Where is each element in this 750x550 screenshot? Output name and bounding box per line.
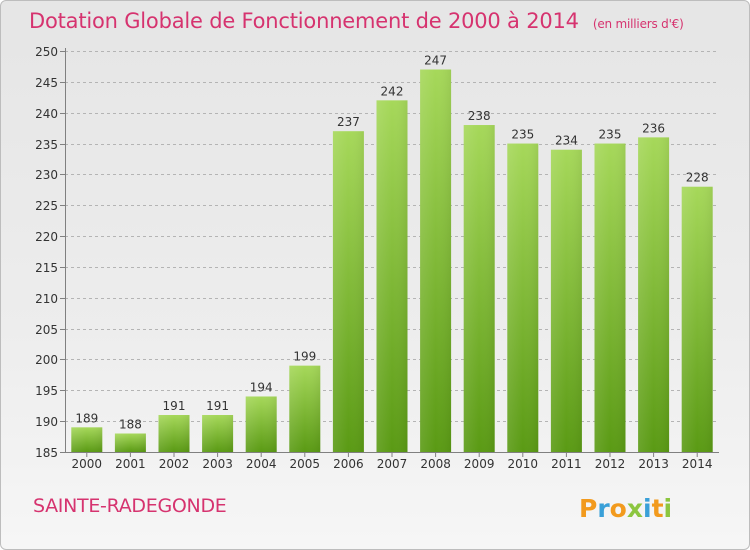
value-label: 235 — [511, 128, 534, 142]
x-tick-label: 2001 — [115, 457, 146, 471]
x-tick-label: 2003 — [202, 457, 233, 471]
y-tick-label: 220 — [35, 230, 58, 244]
x-tick-label: 2000 — [72, 457, 103, 471]
y-tick-label: 250 — [35, 45, 58, 59]
y-tick-label: 205 — [35, 323, 58, 337]
y-tick-label: 235 — [35, 138, 58, 152]
chart-title: Dotation Globale de Fonctionnement de 20… — [29, 9, 684, 33]
y-tick-label: 225 — [35, 199, 58, 213]
bar-shine — [332, 131, 364, 452]
bar-shine — [638, 137, 670, 452]
value-label: 199 — [293, 350, 316, 364]
svg-text:Proxiti: Proxiti — [579, 494, 672, 523]
value-label: 238 — [468, 109, 491, 123]
value-label: 234 — [555, 134, 578, 148]
value-labels: 189 188 191 191 194 199 237 242 247 238 235 234 235 2… — [75, 54, 708, 432]
y-tick-label: 215 — [35, 261, 58, 275]
bar-shine — [463, 125, 495, 453]
value-label: 236 — [642, 121, 665, 135]
x-tick-label: 2004 — [246, 457, 277, 471]
value-label: 191 — [163, 399, 186, 413]
bar-shine — [681, 186, 713, 452]
bar-shine — [420, 69, 452, 452]
value-label: 194 — [250, 380, 273, 394]
x-tick-label: 2008 — [420, 457, 451, 471]
bars — [71, 69, 713, 453]
y-tick-label: 190 — [35, 415, 58, 429]
y-tick-label: 230 — [35, 168, 58, 182]
value-label: 189 — [75, 411, 98, 425]
bar-shine — [71, 427, 103, 452]
value-label: 188 — [119, 417, 142, 431]
x-tick-label: 2009 — [464, 457, 495, 471]
y-tick-label: 240 — [35, 107, 58, 121]
x-tick-label: 2007 — [377, 457, 408, 471]
value-label: 237 — [337, 115, 360, 129]
x-tick-label: 2005 — [290, 457, 321, 471]
x-tick-label: 2014 — [682, 457, 713, 471]
value-label: 247 — [424, 54, 447, 68]
value-label: 235 — [599, 128, 622, 142]
x-tick-label: 2012 — [595, 457, 626, 471]
proxiti-logo: Proxiti — [579, 494, 672, 523]
bar-shine — [289, 365, 321, 452]
x-tick-label: 2013 — [638, 457, 669, 471]
x-tick-label: 2010 — [508, 457, 539, 471]
bar-shine — [507, 143, 539, 453]
x-tick-label: 2002 — [159, 457, 190, 471]
bar-shine — [376, 100, 408, 452]
y-tick-label: 210 — [35, 292, 58, 306]
value-label: 228 — [686, 171, 709, 185]
y-tick-label: 245 — [35, 76, 58, 90]
town-name: SAINTE-RADEGONDE — [33, 495, 227, 517]
bar-shine — [114, 433, 146, 452]
value-label: 191 — [206, 399, 229, 413]
bar-shine — [158, 414, 190, 452]
unit-note: (en milliers d'€) — [592, 17, 684, 31]
bar-shine — [594, 143, 626, 453]
value-label: 242 — [381, 84, 404, 98]
bar-shine — [245, 396, 277, 452]
y-tick-label: 200 — [35, 353, 58, 367]
bar-shine — [202, 414, 234, 452]
y-tick-label: 185 — [35, 446, 58, 460]
chart-title-text: Dotation Globale de Fonctionnement de 20… — [29, 9, 579, 33]
x-tick-label: 2011 — [551, 457, 582, 471]
y-tick-label: 195 — [35, 384, 58, 398]
bar-shine — [550, 149, 582, 452]
x-tick-label: 2006 — [333, 457, 364, 471]
axes: 185 190 195 200 205 210 215 220 225 230 235 240 245 2… — [35, 45, 719, 471]
